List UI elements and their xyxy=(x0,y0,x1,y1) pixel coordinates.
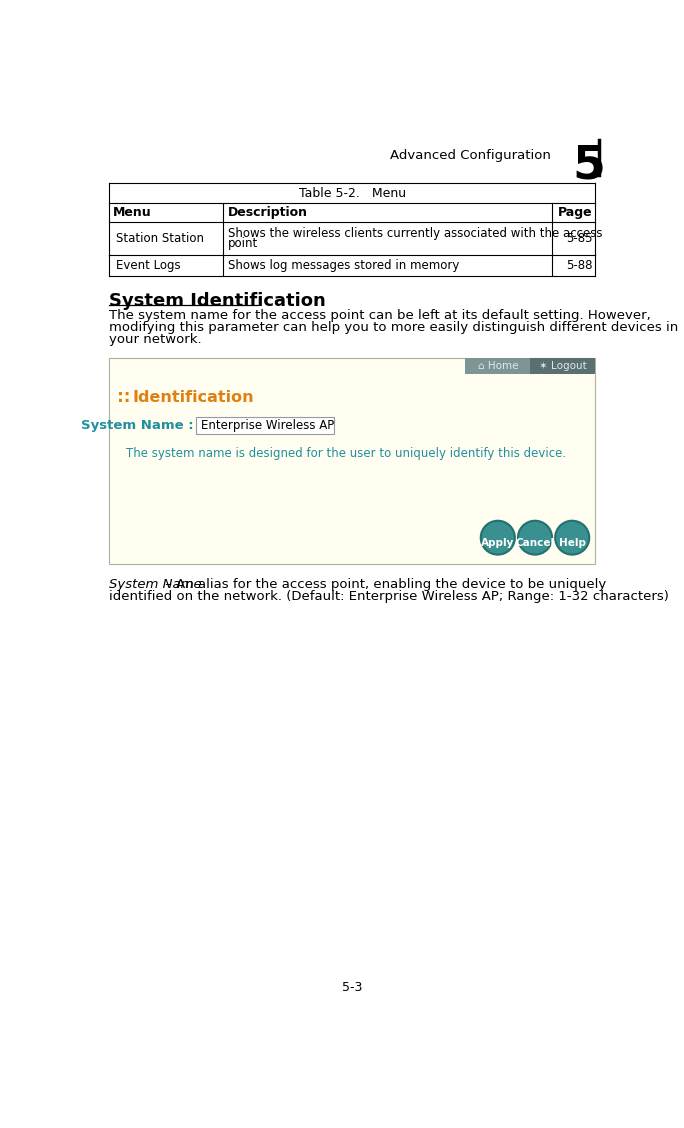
Text: ✶ Logout: ✶ Logout xyxy=(539,361,587,371)
Text: Menu: Menu xyxy=(113,206,151,219)
Text: ∷: ∷ xyxy=(117,388,129,406)
FancyBboxPatch shape xyxy=(109,358,596,564)
FancyBboxPatch shape xyxy=(465,358,530,374)
Text: modifying this parameter can help you to more easily distinguish different devic: modifying this parameter can help you to… xyxy=(109,321,678,334)
Text: Shows the wireless clients currently associated with the access: Shows the wireless clients currently ass… xyxy=(228,227,603,240)
Text: ⌂ Home: ⌂ Home xyxy=(477,361,518,371)
Text: Identification: Identification xyxy=(132,390,254,405)
Text: your network.: your network. xyxy=(109,333,201,346)
Text: System Identification: System Identification xyxy=(109,292,326,310)
Text: The system name is designed for the user to uniquely identify this device.: The system name is designed for the user… xyxy=(126,447,566,460)
FancyBboxPatch shape xyxy=(196,416,334,434)
Text: System Name: System Name xyxy=(109,578,201,591)
Text: 5-85: 5-85 xyxy=(566,232,592,245)
Text: Apply: Apply xyxy=(481,538,514,548)
Circle shape xyxy=(518,521,552,555)
Text: Station Station: Station Station xyxy=(116,232,205,245)
Text: Description: Description xyxy=(228,206,308,219)
Circle shape xyxy=(481,521,515,555)
Text: Enterprise Wireless AP: Enterprise Wireless AP xyxy=(201,418,334,432)
Text: The system name for the access point can be left at its default setting. However: The system name for the access point can… xyxy=(109,309,650,323)
Text: Advanced Configuration: Advanced Configuration xyxy=(390,149,551,162)
Circle shape xyxy=(555,521,589,555)
Text: identified on the network. (Default: Enterprise Wireless AP; Range: 1-32 charact: identified on the network. (Default: Ent… xyxy=(109,590,669,603)
Text: – An alias for the access point, enabling the device to be uniquely: – An alias for the access point, enablin… xyxy=(161,578,606,591)
Text: Help: Help xyxy=(559,538,586,548)
FancyBboxPatch shape xyxy=(530,358,596,374)
Text: System Name :: System Name : xyxy=(81,418,194,432)
Text: Table 5-2.   Menu: Table 5-2. Menu xyxy=(298,186,406,200)
Text: Cancel: Cancel xyxy=(516,538,555,548)
Text: point: point xyxy=(228,237,259,250)
Text: 5-88: 5-88 xyxy=(566,259,592,272)
Text: Shows log messages stored in memory: Shows log messages stored in memory xyxy=(228,259,460,272)
Text: 5: 5 xyxy=(573,143,606,188)
Text: 5-3: 5-3 xyxy=(342,981,363,994)
Text: Event Logs: Event Logs xyxy=(116,259,181,272)
Text: Page: Page xyxy=(557,206,592,219)
